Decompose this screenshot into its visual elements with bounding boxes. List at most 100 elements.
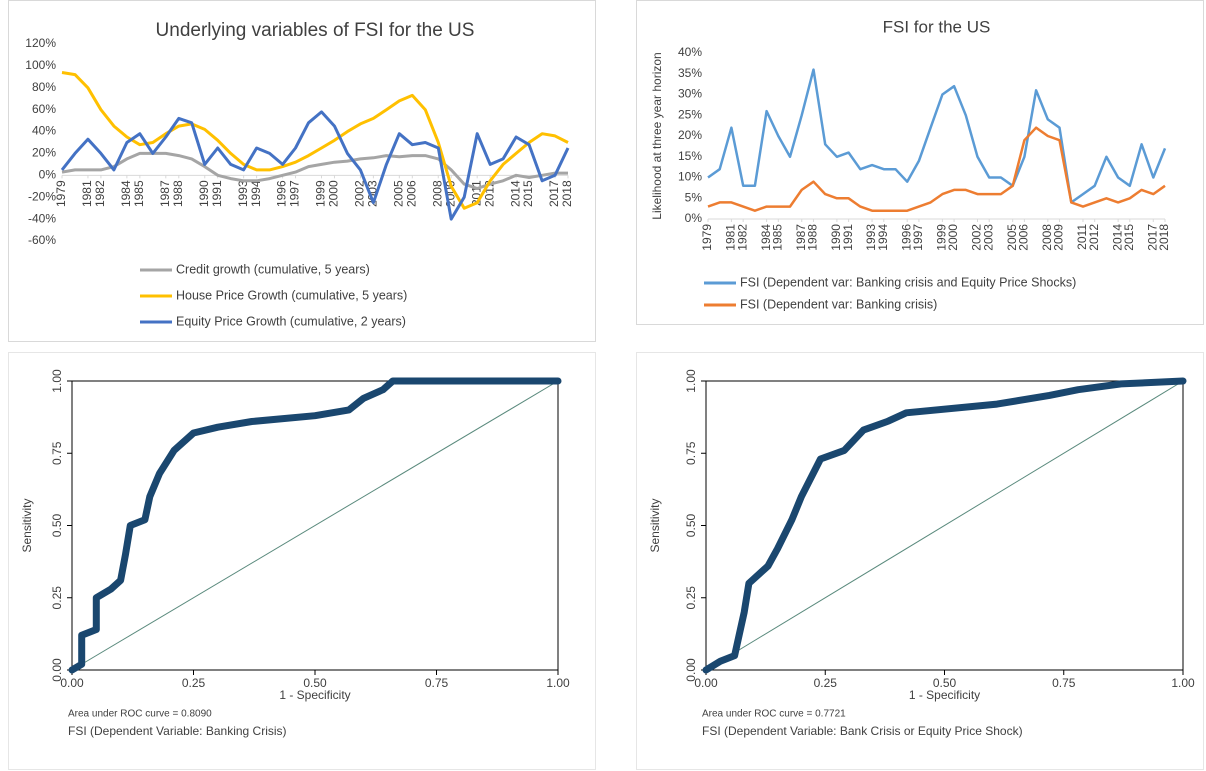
annotation: FSI (Dependent Variable: Banking Crisis) bbox=[68, 724, 287, 738]
x-tick-label: 2009 bbox=[1052, 224, 1066, 251]
x-tick-label: 1997 bbox=[288, 180, 302, 207]
data-line bbox=[707, 126, 1166, 212]
y-tick-label: 15% bbox=[678, 149, 702, 163]
annotation: FSI (Dependent Variable: Bank Crisis or … bbox=[702, 724, 1023, 738]
x-tick-label: 1985 bbox=[132, 180, 146, 207]
panel-border bbox=[636, 0, 1204, 325]
chart-panel: 0.00 0.25 0.50 0.75 1.00 0.00 0.25 0.50 0.75 1.00… bbox=[636, 352, 1204, 770]
x-tick-label: 2017 bbox=[1145, 224, 1159, 251]
y-axis-title: Sensitivity bbox=[648, 498, 662, 552]
y-tick-label: 100% bbox=[25, 58, 56, 72]
y-tick-label: 0% bbox=[39, 168, 57, 182]
x-tick-label: 1990 bbox=[829, 224, 843, 251]
y-axis-title: Sensitivity bbox=[20, 498, 34, 552]
roc-curve bbox=[68, 377, 562, 674]
panel-border bbox=[636, 352, 1204, 770]
panel-border bbox=[8, 352, 596, 770]
x-tick-label: 1994 bbox=[249, 180, 263, 207]
chart-title: FSI for the US bbox=[883, 17, 991, 36]
x-tick-label: 1996 bbox=[899, 224, 913, 251]
x-tick-label: 2014 bbox=[508, 180, 522, 207]
y-tick-label: 5% bbox=[685, 190, 703, 204]
legend-label: FSI (Dependent var: Banking crisis and E… bbox=[740, 275, 1076, 289]
x-tick-label: 2006 bbox=[1017, 224, 1031, 251]
x-tick-label: 1988 bbox=[806, 224, 820, 251]
x-tick-label: 0.25 bbox=[814, 676, 838, 690]
x-tick-label: 2000 bbox=[327, 180, 341, 207]
x-tick-label: 1979 bbox=[54, 180, 68, 207]
legend-label: Credit growth (cumulative, 5 years) bbox=[176, 262, 370, 276]
y-tick-label: 0.50 bbox=[50, 513, 64, 537]
x-tick-label: 2000 bbox=[946, 224, 960, 251]
y-tick-label: 20% bbox=[678, 128, 702, 142]
chart-panel: 0.00 0.25 0.50 0.75 1.00 0.00 0.25 0.50 0.75 1.00… bbox=[8, 352, 596, 770]
data-line bbox=[61, 151, 568, 190]
y-tick-label: 1.00 bbox=[50, 369, 64, 393]
x-tick-label: 2018 bbox=[560, 180, 574, 207]
legend-label: FSI (Dependent var: Banking crisis) bbox=[740, 297, 937, 311]
x-tick-label: 1.00 bbox=[546, 676, 570, 690]
x-tick-label: 2005 bbox=[392, 180, 406, 207]
x-tick-label: 2011 bbox=[1075, 224, 1089, 250]
x-tick-label: 1999 bbox=[935, 224, 949, 251]
x-tick-label: 0.75 bbox=[425, 676, 449, 690]
y-tick-label: 0.00 bbox=[50, 658, 64, 682]
y-tick-label: 120% bbox=[25, 36, 56, 50]
x-tick-label: 2015 bbox=[1122, 224, 1136, 251]
x-tick-label: 1990 bbox=[197, 180, 211, 207]
panel-border bbox=[8, 0, 596, 342]
x-tick-label: 1985 bbox=[770, 224, 784, 251]
y-tick-label: 25% bbox=[678, 107, 702, 121]
y-tick-label: 0.00 bbox=[684, 658, 698, 682]
x-tick-label: 1993 bbox=[864, 224, 878, 251]
y-tick-label: 10% bbox=[678, 170, 702, 184]
x-tick-label: 2003 bbox=[981, 224, 995, 251]
x-tick-label: 1982 bbox=[735, 224, 749, 251]
x-tick-label: 1981 bbox=[80, 180, 94, 207]
y-tick-label: -20% bbox=[28, 189, 56, 203]
x-tick-label: 1993 bbox=[236, 180, 250, 207]
x-tick-label: 1.00 bbox=[1171, 676, 1195, 690]
x-tick-label: 1999 bbox=[314, 180, 328, 207]
x-tick-label: 0.00 bbox=[694, 676, 718, 690]
x-tick-label: 2002 bbox=[970, 224, 984, 251]
x-tick-label: 1996 bbox=[275, 180, 289, 207]
x-tick-label: 1987 bbox=[794, 224, 808, 251]
legend-label: House Price Growth (cumulative, 5 years) bbox=[176, 288, 407, 302]
y-tick-label: 0.25 bbox=[684, 586, 698, 610]
reference-line bbox=[705, 380, 1184, 671]
y-tick-label: 80% bbox=[32, 80, 56, 94]
x-tick-label: 0.50 bbox=[303, 676, 327, 690]
x-tick-label: 1979 bbox=[700, 224, 714, 251]
y-tick-label: 35% bbox=[678, 66, 702, 80]
y-tick-label: 0.25 bbox=[50, 586, 64, 610]
chart-title: Underlying variables of FSI for the US bbox=[156, 20, 475, 41]
y-tick-label: 1.00 bbox=[684, 369, 698, 393]
annotation: Area under ROC curve = 0.8090 bbox=[68, 709, 212, 720]
x-tick-label: 1991 bbox=[841, 224, 855, 251]
x-tick-label: 2005 bbox=[1005, 224, 1019, 251]
x-tick-label: 2003 bbox=[366, 180, 380, 207]
x-tick-label: 0.00 bbox=[60, 676, 84, 690]
y-axis-title: Likelihood at three year horizon bbox=[650, 52, 664, 219]
x-tick-label: 1982 bbox=[93, 180, 107, 207]
y-tick-label: 20% bbox=[32, 146, 56, 160]
x-tick-label: 0.75 bbox=[1052, 676, 1076, 690]
x-tick-label: 2014 bbox=[1110, 224, 1124, 251]
x-tick-label: 1981 bbox=[724, 224, 738, 251]
x-tick-label: 1988 bbox=[171, 180, 185, 207]
x-tick-label: 2008 bbox=[430, 180, 444, 207]
y-tick-label: -40% bbox=[28, 211, 56, 225]
y-tick-label: 0.75 bbox=[50, 441, 64, 465]
y-tick-label: 40% bbox=[32, 124, 56, 138]
data-line bbox=[707, 68, 1167, 204]
x-tick-label: 2008 bbox=[1040, 224, 1054, 251]
x-tick-label: 0.50 bbox=[933, 676, 957, 690]
x-tick-label: 1987 bbox=[158, 180, 172, 207]
y-tick-label: 0.50 bbox=[684, 513, 698, 537]
chart-panel: FSI for the US Likelihood at three year h… bbox=[636, 0, 1204, 325]
y-tick-label: 60% bbox=[32, 102, 56, 116]
reference-line bbox=[71, 380, 559, 671]
x-tick-label: 2017 bbox=[547, 180, 561, 207]
